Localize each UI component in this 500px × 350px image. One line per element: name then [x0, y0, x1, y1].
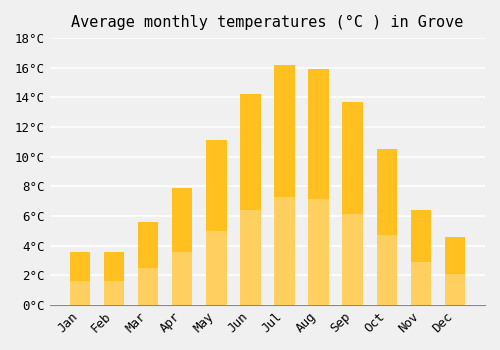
Bar	[445, 274, 465, 305]
Bar	[206, 140, 227, 305]
Bar	[104, 252, 124, 305]
Bar	[376, 149, 397, 305]
Bar	[172, 188, 193, 305]
Bar	[172, 252, 193, 305]
Bar	[376, 235, 397, 305]
Bar	[342, 102, 363, 305]
Bar	[342, 214, 363, 305]
Title: Average monthly temperatures (°C ) in Grove: Average monthly temperatures (°C ) in Gr…	[71, 15, 464, 30]
Bar	[206, 231, 227, 305]
Bar	[70, 281, 90, 305]
Bar	[70, 252, 90, 305]
Bar	[138, 268, 158, 305]
Bar	[410, 262, 431, 305]
Bar	[274, 65, 294, 305]
Bar	[410, 210, 431, 305]
Bar	[445, 237, 465, 305]
Bar	[104, 281, 124, 305]
Bar	[308, 69, 329, 305]
Bar	[308, 199, 329, 305]
Bar	[240, 210, 260, 305]
Bar	[240, 94, 260, 305]
Bar	[274, 197, 294, 305]
Bar	[138, 222, 158, 305]
